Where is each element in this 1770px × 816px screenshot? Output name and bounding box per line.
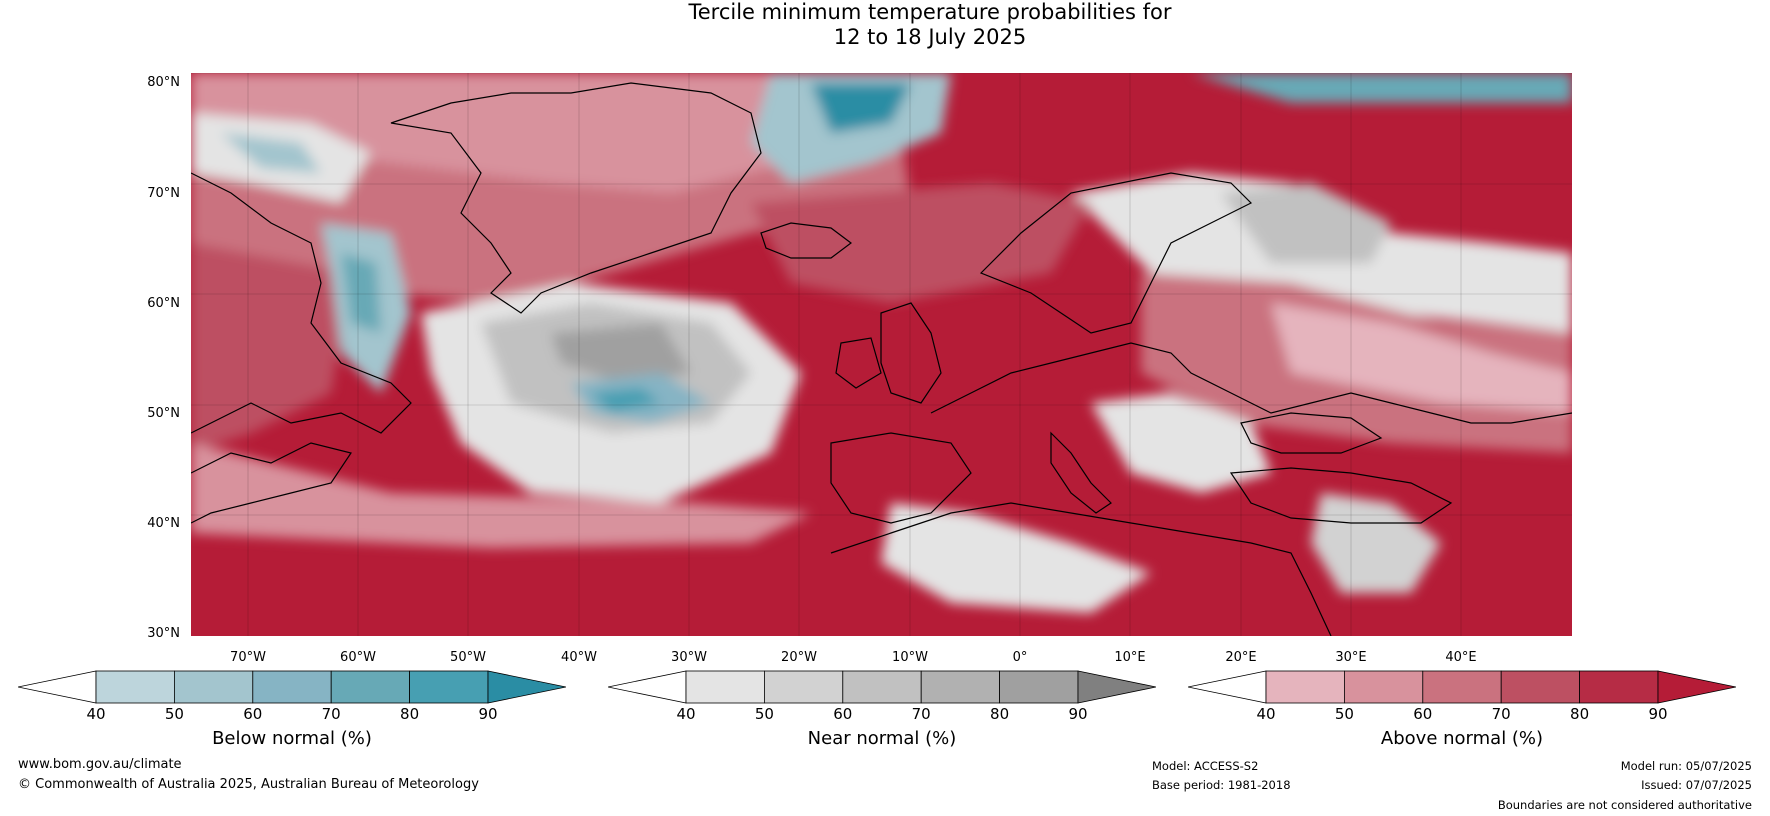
near-normal-tick-label: 90 <box>1068 705 1088 723</box>
above-normal-segment <box>1343 670 1424 704</box>
above-normal-tick-label: 90 <box>1648 705 1668 723</box>
below-normal-lower-extend <box>18 670 97 704</box>
above-normal-upper-extend <box>1657 670 1736 704</box>
below-normal-segment <box>252 670 332 704</box>
title-line-2: 12 to 18 July 2025 <box>833 25 1027 49</box>
below-normal-tick-label: 60 <box>243 705 263 723</box>
above-normal-tick-label: 70 <box>1491 705 1511 723</box>
near-normal-colorbar <box>608 670 1156 704</box>
lon-label-20w: 20°W <box>781 650 817 665</box>
below-normal-tick-label: 90 <box>478 705 498 723</box>
footer-copyright: © Commonwealth of Australia 2025, Austra… <box>18 777 479 792</box>
lon-label-40w: 40°W <box>561 650 597 665</box>
lat-label-30n: 30°N <box>147 626 180 641</box>
below-normal-tick-label: 40 <box>86 705 106 723</box>
lon-label-10e: 10°E <box>1114 650 1146 665</box>
near-normal-tick-label: 50 <box>754 705 774 723</box>
lon-label-40e: 40°E <box>1445 650 1477 665</box>
lon-label-10w: 10°W <box>892 650 928 665</box>
lon-label-20e: 20°E <box>1225 650 1257 665</box>
below-normal-segment <box>409 670 489 704</box>
footer-issued: Issued: 07/07/2025 <box>1641 778 1752 792</box>
above-normal-segment <box>1422 670 1502 704</box>
title-line-1: Tercile minimum temperature probabilitie… <box>688 0 1172 24</box>
lon-label-70w: 70°W <box>230 650 266 665</box>
above-normal-segment <box>1500 670 1581 704</box>
footer-model: Model: ACCESS-S2 <box>1152 759 1259 773</box>
above-normal-tick-label: 60 <box>1413 705 1433 723</box>
footer-base-period: Base period: 1981-2018 <box>1152 778 1291 792</box>
near-normal-tick-label: 40 <box>676 705 696 723</box>
footer-website: www.bom.gov.au/climate <box>18 757 182 772</box>
lat-label-70n: 70°N <box>147 186 180 201</box>
below-normal-upper-extend <box>487 670 566 704</box>
lon-label-30e: 30°E <box>1335 650 1367 665</box>
near-normal-segment <box>763 670 844 704</box>
above-normal-tick-label: 50 <box>1334 705 1354 723</box>
above-normal-segment <box>1265 670 1345 704</box>
lat-label-80n: 80°N <box>147 75 180 90</box>
below-normal-tick-label: 70 <box>321 705 341 723</box>
below-normal-tick-label: 80 <box>400 705 420 723</box>
below-normal-segment <box>95 670 175 704</box>
footer-model-run: Model run: 05/07/2025 <box>1620 759 1752 773</box>
near-normal-segment <box>685 670 765 704</box>
near-normal-tick-label: 60 <box>833 705 853 723</box>
lon-label-0: 0° <box>1012 650 1028 665</box>
lon-label-50w: 50°W <box>450 650 486 665</box>
near-normal-tick-label: 80 <box>990 705 1010 723</box>
above-normal-title: Above normal (%) <box>1380 728 1544 749</box>
coastlines <box>191 82 1572 636</box>
near-normal-lower-extend <box>608 670 687 704</box>
below-normal-tick-label: 50 <box>164 705 184 723</box>
graticule <box>191 73 1572 636</box>
lon-label-60w: 60°W <box>340 650 376 665</box>
lon-label-30w: 30°W <box>671 650 707 665</box>
map-title: Tercile minimum temperature probabilitie… <box>0 0 1770 50</box>
near-normal-upper-extend <box>1077 670 1156 704</box>
below-normal-segment <box>173 670 254 704</box>
below-normal-title: Below normal (%) <box>212 728 372 749</box>
lat-label-50n: 50°N <box>147 406 180 421</box>
above-normal-segment <box>1579 670 1659 704</box>
above-normal-tick-label: 40 <box>1256 705 1276 723</box>
map-canvas <box>191 73 1572 636</box>
near-normal-segment <box>842 670 922 704</box>
above-normal-lower-extend <box>1188 670 1267 704</box>
footer-disclaimer: Boundaries are not considered authoritat… <box>1497 798 1752 812</box>
near-normal-segment <box>920 670 1001 704</box>
above-normal-tick-label: 80 <box>1570 705 1590 723</box>
below-normal-segment <box>330 670 411 704</box>
lat-label-40n: 40°N <box>147 516 180 531</box>
lat-label-60n: 60°N <box>147 296 180 311</box>
near-normal-title: Near normal (%) <box>807 728 957 749</box>
near-normal-tick-label: 70 <box>911 705 931 723</box>
below-normal-colorbar <box>18 670 566 704</box>
above-normal-colorbar <box>1188 670 1736 704</box>
near-normal-segment <box>999 670 1079 704</box>
probability-map <box>191 73 1572 636</box>
